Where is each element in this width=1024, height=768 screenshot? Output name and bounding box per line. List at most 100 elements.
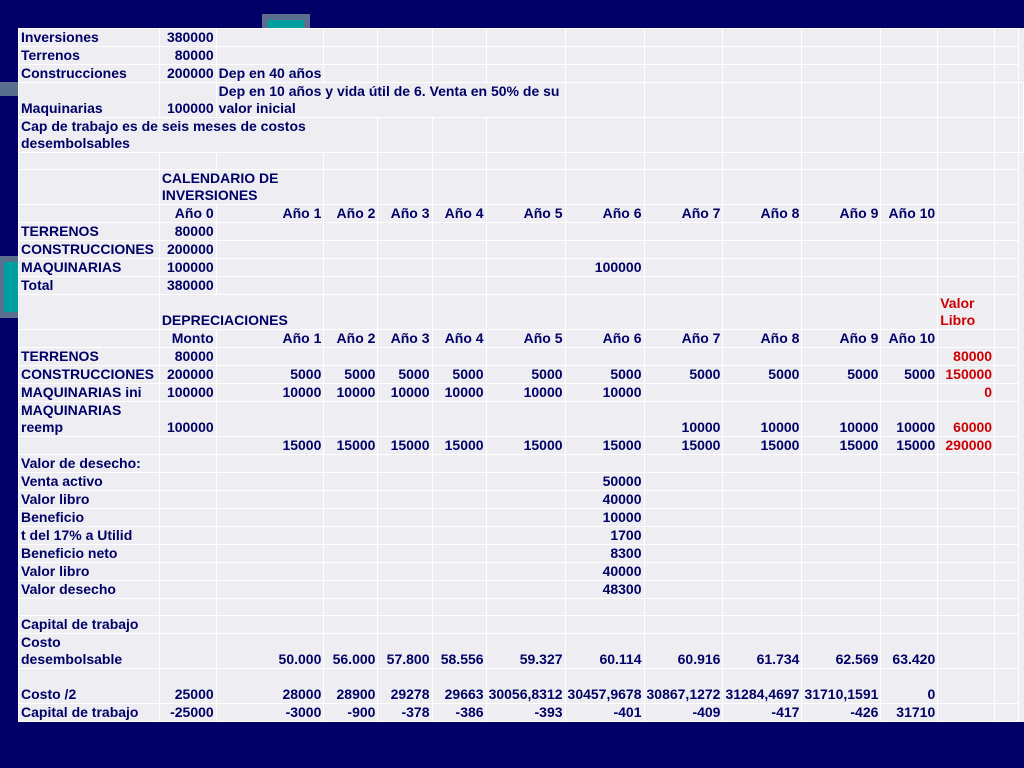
table-cell: 15000: [564, 436, 645, 455]
table-cell: [323, 240, 379, 259]
table-cell: [643, 544, 724, 563]
table-cell: [643, 598, 724, 616]
table-cell: Inversiones: [18, 28, 160, 47]
table-cell: [722, 454, 803, 473]
table-cell: [485, 598, 566, 616]
table-cell: Dep en 40 años: [215, 64, 325, 83]
table-cell: [485, 152, 566, 170]
table-cell: [485, 64, 566, 83]
table-cell: [880, 508, 939, 527]
table-cell: [431, 562, 487, 581]
table-cell: [377, 222, 433, 241]
table-cell: [801, 454, 882, 473]
table-cell: [18, 329, 160, 348]
table-cell: Año 1: [215, 329, 325, 348]
table-cell: 10000: [215, 383, 325, 402]
table-cell: [994, 222, 1019, 241]
table-cell: [994, 633, 1019, 669]
table-cell: [937, 615, 996, 634]
table-cell: [880, 580, 939, 599]
table-cell: [158, 490, 217, 509]
table-row: MAQUINARIAS ini 100000 10000 10000 10000 1000…: [18, 383, 1024, 402]
table-cell: [880, 258, 939, 277]
table-cell: [431, 401, 487, 437]
table-cell: [485, 240, 566, 259]
table-cell: [431, 598, 487, 616]
table-cell: Valor libro: [18, 562, 160, 581]
table-cell: Valor libro: [18, 490, 160, 509]
table-cell: [564, 152, 645, 170]
table-cell: [722, 46, 803, 65]
table-cell: [323, 454, 379, 473]
table-cell: 28000: [215, 668, 325, 704]
table-cell: [564, 222, 645, 241]
table-cell: [937, 580, 996, 599]
table-cell: 57.800: [377, 633, 433, 669]
table-cell: Cap de trabajo es de seis meses de costo…: [17, 117, 379, 153]
table-cell: CONSTRUCCIONES: [18, 365, 160, 384]
table-cell: [18, 204, 160, 223]
table-cell: [880, 276, 939, 295]
table-cell: [377, 347, 433, 366]
table-cell: Beneficio neto: [18, 544, 160, 563]
table-cell: [377, 562, 433, 581]
table-cell: [431, 46, 487, 65]
table-cell: 40000: [564, 490, 645, 509]
table-cell: [643, 347, 724, 366]
table-cell: [431, 526, 487, 545]
table-cell: [485, 490, 566, 509]
table-cell: [485, 580, 566, 599]
table-cell: 8300: [564, 544, 645, 563]
table-cell: 100000: [158, 383, 217, 402]
table-cell: [801, 64, 882, 83]
table-cell: [994, 347, 1019, 366]
table-cell: [323, 46, 379, 65]
table-cell: [880, 383, 939, 402]
table-cell: [323, 598, 379, 616]
table-cell: Valor desecho: [18, 580, 160, 599]
table-cell: [215, 454, 325, 473]
table-cell: TERRENOS: [18, 347, 160, 366]
table-cell: -426: [801, 703, 882, 722]
table-cell: [722, 117, 803, 153]
table-cell: [215, 508, 325, 527]
table-cell: [323, 472, 379, 491]
table-cell: [158, 598, 217, 616]
table-cell: Año 5: [485, 204, 566, 223]
table-cell: [323, 544, 379, 563]
table-cell: 80000: [158, 222, 217, 241]
table-cell: [880, 294, 939, 330]
table-cell: [564, 401, 645, 437]
table-cell: [485, 46, 566, 65]
table-cell: DEPRECIACIONES: [158, 294, 325, 330]
table-cell: [801, 240, 882, 259]
table-cell: [643, 276, 724, 295]
table-cell: [323, 294, 379, 330]
table-cell: Año 5: [485, 329, 566, 348]
table-cell: [880, 240, 939, 259]
table-cell: [377, 580, 433, 599]
table-cell: [18, 152, 160, 170]
table-cell: [323, 347, 379, 366]
table-cell: -386: [431, 703, 487, 722]
table-cell: [994, 294, 1019, 330]
table-cell: [215, 562, 325, 581]
decor-left-block-inner: [4, 262, 18, 312]
table-cell: 5000: [564, 365, 645, 384]
table-row: Valor de desecho:: [18, 454, 1024, 473]
table-cell: 5000: [485, 365, 566, 384]
table-cell: [158, 508, 217, 527]
table-cell: 5000: [722, 365, 803, 384]
table-cell: Valor Libro: [937, 294, 996, 330]
table-cell: [801, 82, 882, 118]
table-cell: Año 3: [377, 329, 433, 348]
table-cell: -417: [722, 703, 803, 722]
table-cell: [564, 294, 645, 330]
table-cell: 50000: [564, 472, 645, 491]
table-cell: [377, 117, 433, 153]
table-cell: [377, 490, 433, 509]
table-cell: [880, 64, 939, 83]
table-cell: [994, 580, 1019, 599]
table-cell: [643, 508, 724, 527]
table-cell: [801, 222, 882, 241]
